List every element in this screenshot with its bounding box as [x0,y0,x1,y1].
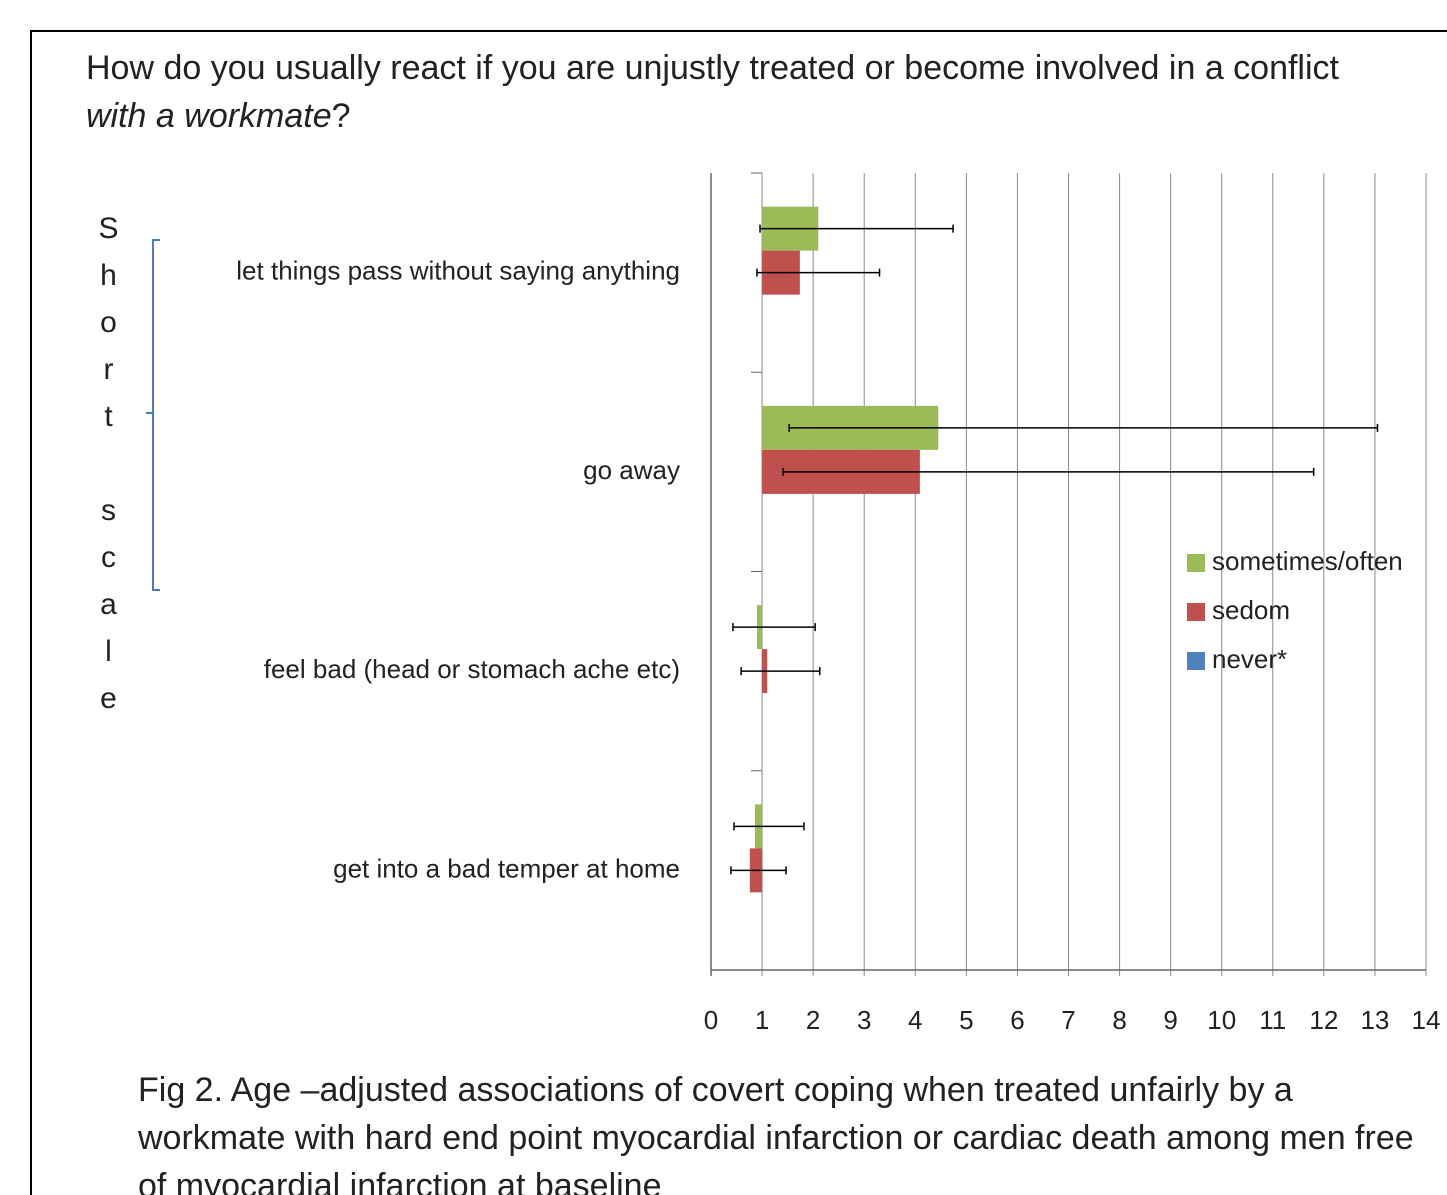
x-tick-label: 14 [1412,1005,1441,1035]
annotation: Short scale [92,212,125,729]
category-label: go away [583,455,680,485]
legend-swatch [1187,652,1205,670]
error-bar [730,866,787,875]
category-label: let things pass without saying anything [236,256,680,286]
x-tick-label: 9 [1163,1005,1177,1035]
legend-swatch [1187,554,1205,572]
x-tick-label: 8 [1112,1005,1126,1035]
legend-label: never* [1212,644,1287,674]
x-tick-label: 4 [908,1005,922,1035]
x-tick-label: 6 [1010,1005,1024,1035]
error-bar [788,423,1379,432]
bracket [146,239,160,591]
x-tick-label: 10 [1207,1005,1236,1035]
error-bar [782,467,1315,476]
x-tick-label: 3 [857,1005,871,1035]
x-tick-label: 1 [755,1005,769,1035]
title-end: ? [331,97,351,135]
category-label: get into a bad temper at home [333,853,680,883]
error-bar [732,623,816,632]
error-bar [733,822,805,831]
title-text: How do you usually react if you are unju… [86,49,1339,87]
x-tick-label: 0 [704,1005,718,1035]
frame [30,30,1447,1195]
x-tick-label: 12 [1309,1005,1338,1035]
chart-title: How do you usually react if you are unju… [86,44,1406,140]
x-tick-label: 13 [1360,1005,1389,1035]
error-bar [740,667,821,676]
title-emphasis: with a workmate [86,97,332,135]
x-tick-label: 11 [1259,1005,1286,1035]
legend-label: sedom [1212,595,1290,625]
legend-label: sometimes/often [1212,546,1403,576]
x-tick-label: 5 [959,1005,973,1035]
x-tick-label: 2 [806,1005,820,1035]
caption: Fig 2. Age –adjusted associations of cov… [138,1071,1414,1195]
error-bar [756,268,881,277]
x-tick-label: 7 [1061,1005,1075,1035]
error-bar [759,224,954,233]
legend-swatch [1187,603,1205,621]
category-label: feel bad (head or stomach ache etc) [264,654,680,684]
